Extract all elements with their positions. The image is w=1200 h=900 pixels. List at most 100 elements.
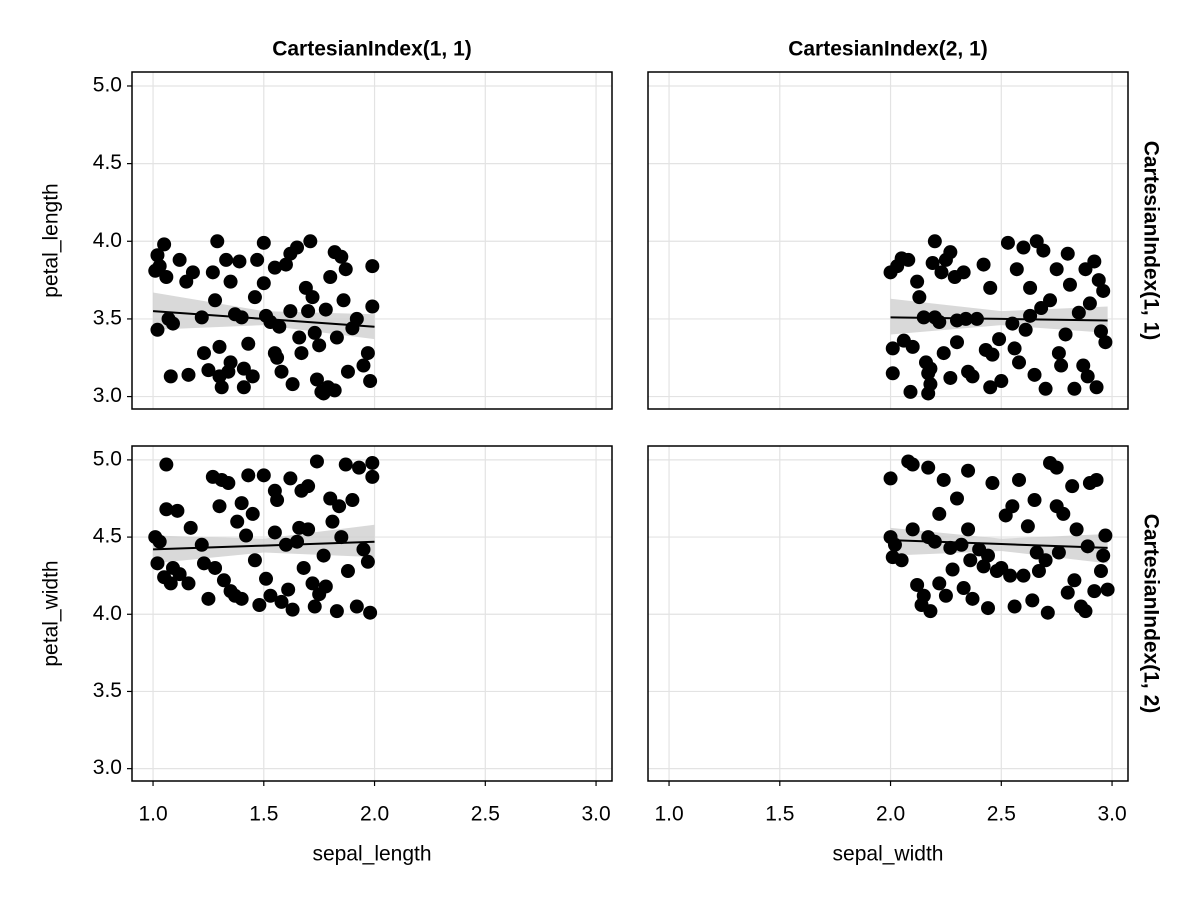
point xyxy=(932,576,947,591)
point xyxy=(956,265,971,280)
point xyxy=(365,299,380,314)
point xyxy=(278,537,293,552)
point xyxy=(1003,568,1018,583)
point xyxy=(307,325,322,340)
point xyxy=(298,280,313,295)
point xyxy=(245,369,260,384)
point xyxy=(270,350,285,365)
y-tick-label: 5.0 xyxy=(93,74,122,97)
point xyxy=(267,483,282,498)
point xyxy=(247,553,262,568)
point xyxy=(1098,335,1113,350)
point xyxy=(965,369,980,384)
point xyxy=(934,265,949,280)
point xyxy=(208,293,223,308)
point xyxy=(1080,369,1095,384)
point xyxy=(1005,316,1020,331)
point xyxy=(1065,479,1080,494)
point xyxy=(1025,593,1040,608)
point xyxy=(905,339,920,354)
point xyxy=(1031,564,1046,579)
point xyxy=(234,310,249,325)
point xyxy=(230,514,245,529)
point xyxy=(365,469,380,484)
point xyxy=(983,280,998,295)
point xyxy=(196,346,211,361)
point xyxy=(205,265,220,280)
point xyxy=(1038,381,1053,396)
point xyxy=(938,588,953,603)
point xyxy=(303,234,318,249)
point xyxy=(956,581,971,596)
point xyxy=(894,553,909,568)
point xyxy=(150,556,165,571)
point xyxy=(981,548,996,563)
point xyxy=(901,252,916,267)
point xyxy=(1089,380,1104,395)
point xyxy=(983,380,998,395)
point xyxy=(910,577,925,592)
point xyxy=(1016,240,1031,255)
point xyxy=(1091,273,1106,288)
point xyxy=(256,468,271,483)
panel xyxy=(647,71,1129,410)
panel-frame xyxy=(131,445,613,782)
point xyxy=(985,347,1000,362)
point xyxy=(921,460,936,475)
point xyxy=(363,605,378,620)
point xyxy=(923,377,938,392)
point xyxy=(267,260,282,275)
point xyxy=(360,346,375,361)
point xyxy=(247,290,262,305)
point xyxy=(212,339,227,354)
point xyxy=(334,249,349,264)
point xyxy=(274,594,289,609)
point xyxy=(923,604,938,619)
point xyxy=(150,322,165,337)
point xyxy=(318,579,333,594)
point xyxy=(234,591,249,606)
point xyxy=(329,330,344,345)
point xyxy=(905,522,920,537)
point xyxy=(263,588,278,603)
point xyxy=(345,493,360,508)
point xyxy=(336,293,351,308)
point xyxy=(256,276,271,291)
point xyxy=(301,479,316,494)
point xyxy=(150,248,165,263)
point xyxy=(152,534,167,549)
x-tick-label: 2.5 xyxy=(471,803,500,826)
x-tick-label: 1.0 xyxy=(654,803,683,826)
x-tick-label: 1.0 xyxy=(138,803,167,826)
y-tick-label: 3.5 xyxy=(93,306,122,329)
point xyxy=(290,240,305,255)
point xyxy=(365,259,380,274)
point xyxy=(159,502,174,517)
point xyxy=(925,256,940,271)
point xyxy=(1043,293,1058,308)
panel: 1.0 1.5 2.0 2.5 3.0 3.0 3.5 4.0 4.5 5.0 xyxy=(93,445,613,826)
y-tick-label: 4.0 xyxy=(93,602,122,625)
point xyxy=(223,274,238,289)
point xyxy=(1087,584,1102,599)
point xyxy=(208,560,223,575)
point xyxy=(1049,499,1064,514)
point xyxy=(927,234,942,249)
point xyxy=(356,542,371,557)
point xyxy=(1062,277,1077,292)
x-tick-label: 1.5 xyxy=(765,803,794,826)
point xyxy=(903,384,918,399)
point xyxy=(1018,322,1033,337)
point xyxy=(194,310,209,325)
point xyxy=(312,338,327,353)
point xyxy=(1020,519,1035,534)
point xyxy=(216,573,231,588)
point xyxy=(985,476,1000,491)
point xyxy=(272,319,287,334)
point xyxy=(285,377,300,392)
point xyxy=(1093,324,1108,339)
y-axis-label: petal_length xyxy=(40,183,63,297)
x-axis-label: sepal_width xyxy=(833,843,944,866)
point xyxy=(250,252,265,267)
